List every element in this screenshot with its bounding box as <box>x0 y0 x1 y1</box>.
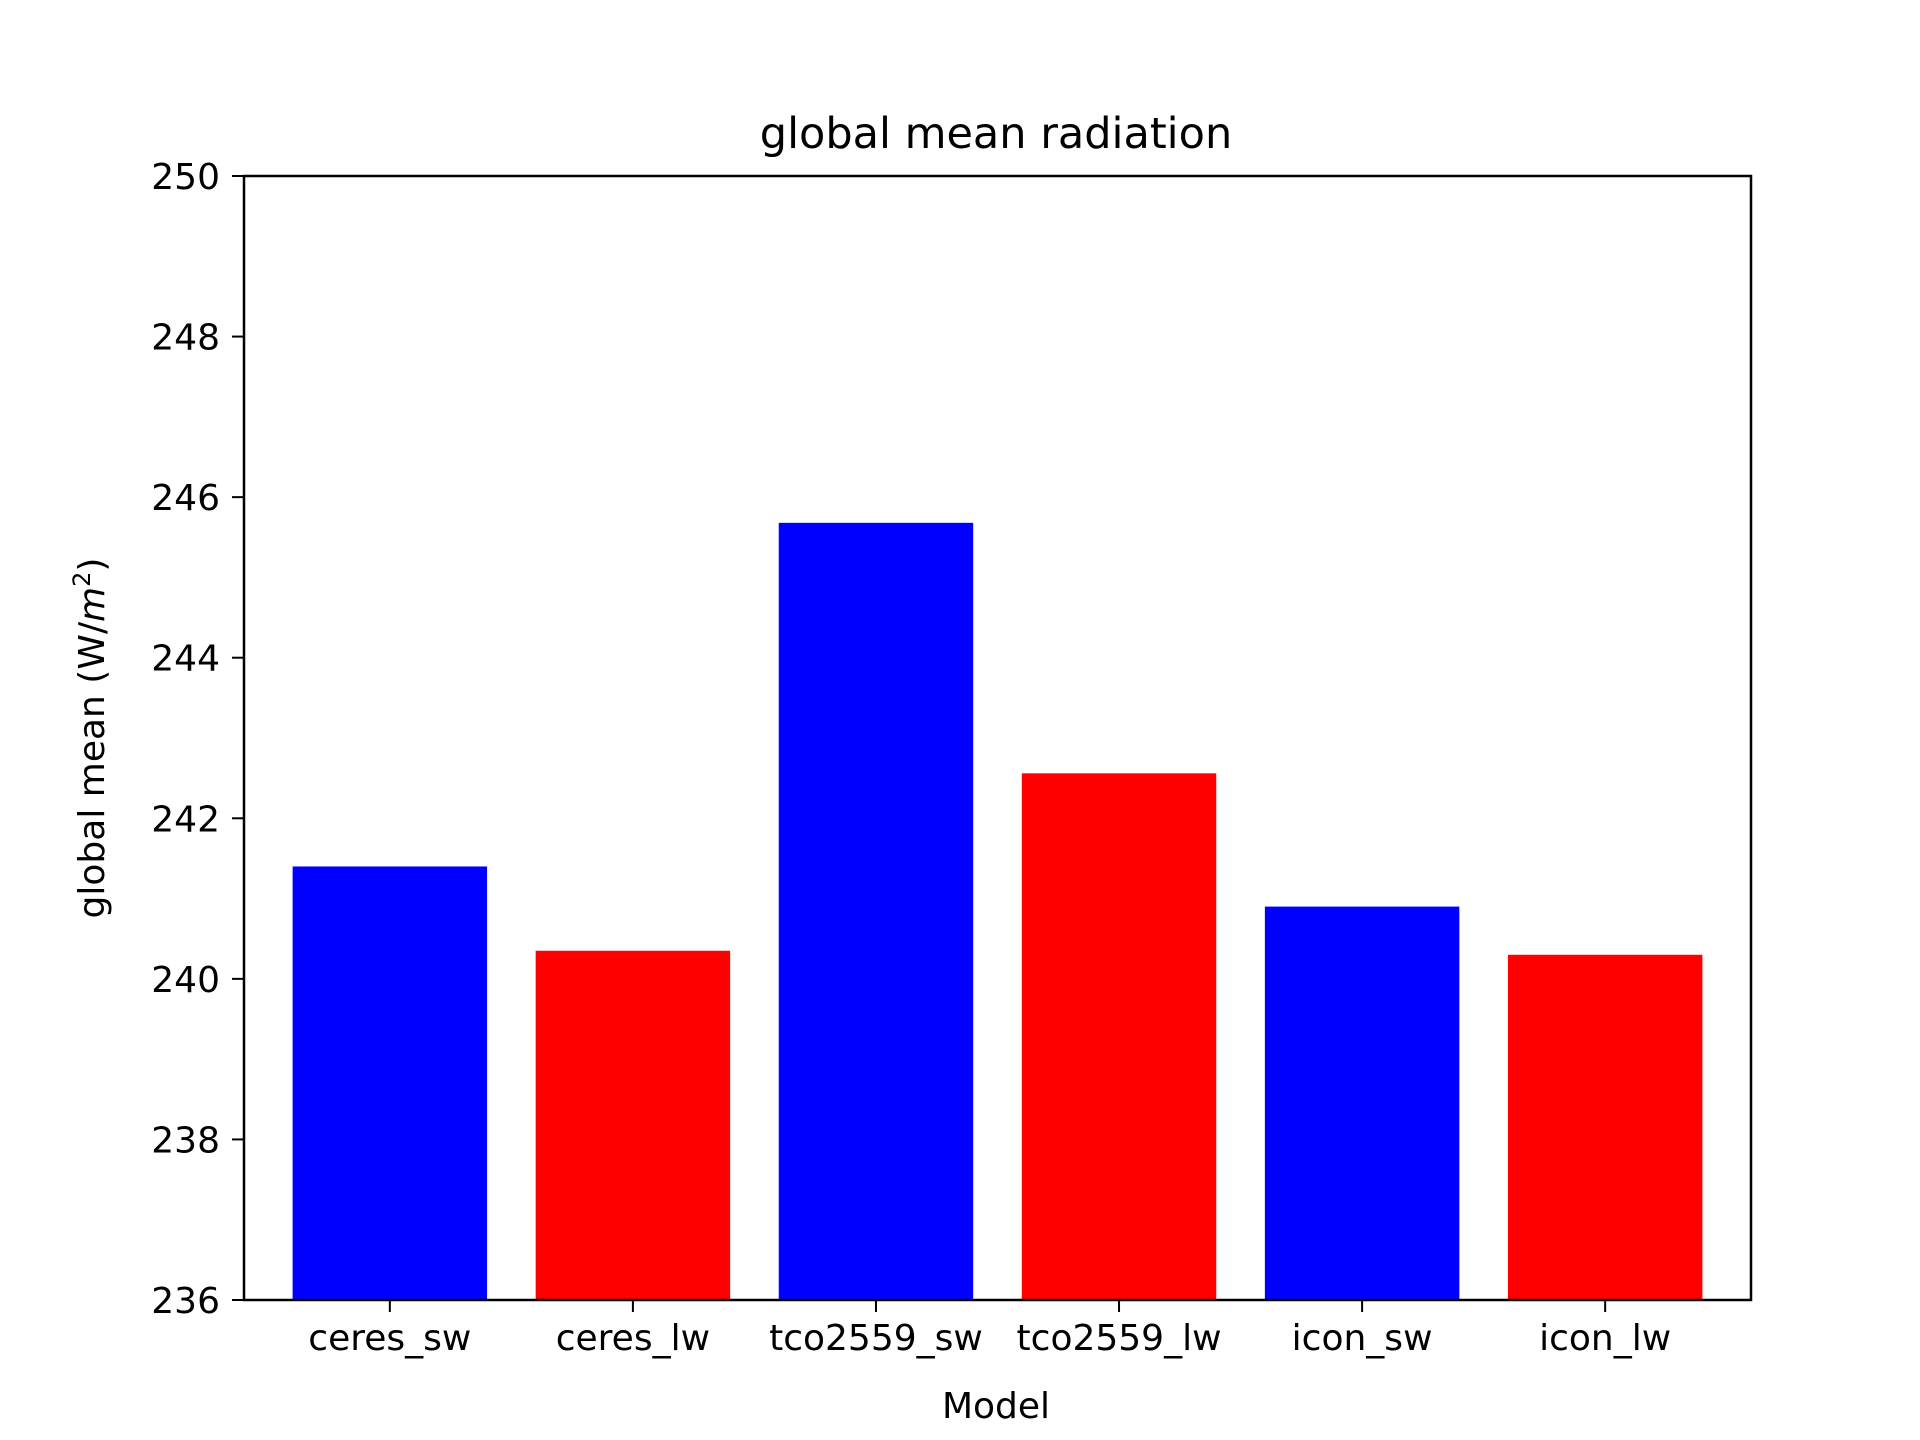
x-tick-label-ceres_lw: ceres_lw <box>556 1318 710 1359</box>
y-tick-label-242: 242 <box>151 799 220 840</box>
y-axis-label-prefix: global mean (W/ <box>72 621 113 918</box>
x-axis: ceres_sw ceres_lw tco2559_sw tco2559_lw icon… <box>308 1300 1671 1359</box>
y-tick-label-250: 250 <box>151 157 220 198</box>
bar-icon_sw <box>1264 906 1460 1300</box>
x-tick-label-icon_sw: icon_sw <box>1292 1318 1433 1359</box>
y-axis-label-var: m <box>72 587 113 622</box>
y-axis: 236 238 240 242 244 246 248 250 <box>151 157 244 1322</box>
bar-ceres_sw <box>292 866 488 1300</box>
y-tick-label-236: 236 <box>151 1281 220 1322</box>
bar-ceres_lw <box>535 950 731 1300</box>
x-tick-label-tco2559_sw: tco2559_sw <box>769 1318 983 1359</box>
bars-group <box>292 522 1703 1300</box>
y-tick-label-244: 244 <box>151 639 220 680</box>
x-tick-label-tco2559_lw: tco2559_lw <box>1017 1318 1222 1359</box>
x-axis-label: Model <box>942 1386 1050 1427</box>
chart-title: global mean radiation <box>760 109 1232 159</box>
y-axis-label-suffix: ) <box>72 558 113 572</box>
y-axis-label: global mean (W/m2) <box>68 558 113 919</box>
bar-icon_lw <box>1507 954 1703 1300</box>
y-tick-label-246: 246 <box>151 478 220 519</box>
y-tick-label-248: 248 <box>151 318 220 359</box>
y-tick-label-238: 238 <box>151 1120 220 1161</box>
bar-tco2559_lw <box>1021 773 1217 1300</box>
x-tick-label-icon_lw: icon_lw <box>1539 1318 1671 1359</box>
plot-frame <box>242 174 1753 1302</box>
x-tick-label-ceres_sw: ceres_sw <box>308 1318 471 1359</box>
y-axis-label-sup: 2 <box>68 572 96 587</box>
y-tick-label-240: 240 <box>151 960 220 1001</box>
bar-tco2559_sw <box>778 522 974 1300</box>
